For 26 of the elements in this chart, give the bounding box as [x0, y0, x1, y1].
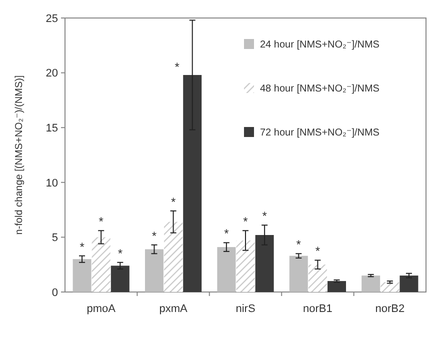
x-tick-label: norB2 [375, 303, 405, 315]
y-tick-label: 25 [46, 12, 58, 25]
annotation: * [98, 214, 104, 229]
annotation: * [170, 194, 176, 209]
annotation: * [224, 226, 230, 241]
annotation: * [118, 246, 123, 260]
annotation: * [80, 240, 85, 254]
legend-label: 72 hour [NMS+NO₂⁻]/NMS [260, 128, 380, 138]
annotation: * [243, 214, 248, 229]
annotation: * [262, 209, 268, 224]
x-tick-label: pmoA [86, 303, 116, 315]
y-tick-label: 20 [46, 68, 58, 80]
x-tick-label: norB1 [303, 303, 332, 315]
annotation: * [315, 244, 320, 258]
y-axis-title: n-fold change [(NMS+NO₂⁻)/(NMS)] [14, 75, 25, 235]
y-tick-label: 10 [46, 177, 58, 190]
legend-label: 24 hour [NMS+NO₂⁻]/NMS [260, 40, 380, 50]
annotation: * [152, 228, 157, 243]
y-tick-label: 5 [52, 232, 58, 244]
legend-label: 48 hour [NMS+NO₂⁻]/NMS [260, 84, 380, 94]
x-tick-label: pxmA [159, 303, 188, 315]
annotation: * [296, 238, 302, 252]
y-tick-label: 15 [46, 122, 58, 134]
annotation: * [174, 60, 180, 74]
y-tick-label: 0 [52, 286, 58, 299]
x-tick-label: nirS [236, 303, 256, 315]
